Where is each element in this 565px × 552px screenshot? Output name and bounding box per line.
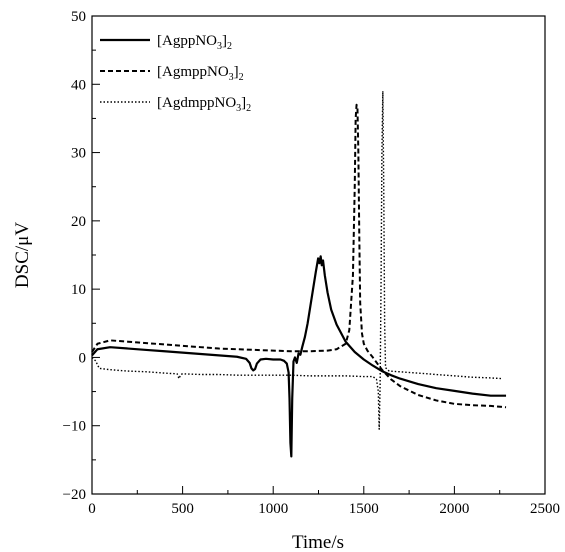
x-tick-label: 500 (171, 501, 194, 517)
y-tick-label: −20 (63, 487, 86, 503)
plot-frame (91, 15, 546, 495)
y-tick-label: 0 (79, 350, 87, 366)
x-tick-label: 1000 (258, 501, 288, 517)
x-tick-label: 0 (88, 501, 96, 517)
legend-label-agdmppno3: [AgdmppNO3]2 (157, 95, 251, 114)
axis-ticks (91, 15, 546, 495)
y-tick-label: 10 (71, 282, 86, 298)
series-line-agppno3-2 (91, 255, 507, 458)
x-axis-label: Time/s (292, 532, 344, 552)
y-tick-label: 50 (71, 9, 86, 25)
y-tick-label: −10 (63, 419, 86, 435)
legend-label-agmppno3: [AgmppNO3]2 (157, 64, 244, 83)
legend: [AgppNO3]2 [AgmppNO3]2 [AgdmppNO3]2 (100, 33, 251, 114)
y-axis-label: DSC/μV (12, 222, 33, 288)
series-line-agdmppno3-2 (91, 90, 502, 430)
series-line-agmppno3-2 (91, 103, 507, 409)
axis-tick-labels: 0 500 1000 1500 2000 2500 −20 −10 0 10 20 30 40 50 (63, 9, 560, 517)
series-layer (91, 90, 507, 458)
x-tick-label: 2500 (530, 501, 560, 517)
legend-label-agppno3: [AgppNO3]2 (157, 33, 232, 52)
y-tick-label: 20 (71, 214, 86, 230)
x-tick-label: 1500 (349, 501, 379, 517)
y-tick-label: 40 (71, 77, 86, 93)
y-tick-label: 30 (71, 146, 86, 162)
x-tick-label: 2000 (439, 501, 469, 517)
